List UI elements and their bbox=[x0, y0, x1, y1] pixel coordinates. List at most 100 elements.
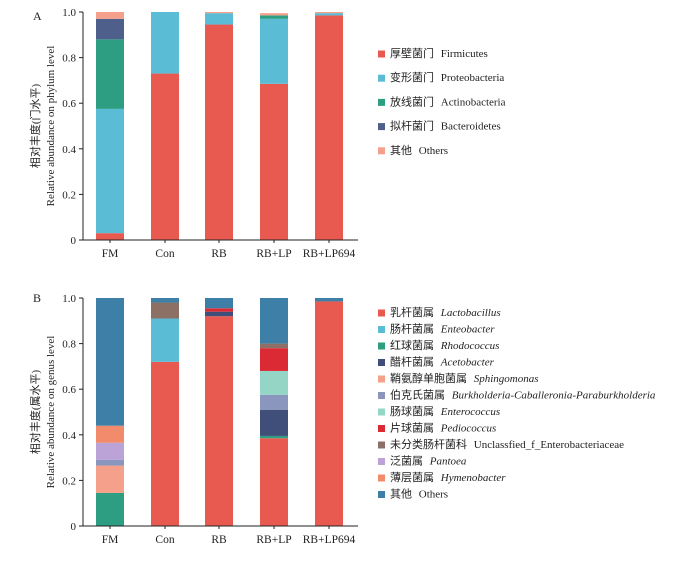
legend-label-unclassfied-f-enterobacteriaceae: 未分类肠杆菌科 Unclassfied_f_Enterobacteriaceae bbox=[390, 437, 624, 451]
legend-label-enterococcus: 肠球菌属 Enterococcus bbox=[390, 404, 500, 418]
chart-panel-a: A 0 0.2 0.4 0.6 0.8 1.0 FM Con RB RB+LP RB+LP694 相对丰… bbox=[28, 7, 506, 260]
bar-segment-firmicutes-rb-lp bbox=[260, 83, 288, 240]
bar-segment-others-fm bbox=[96, 12, 124, 19]
legend-label-enteobacter: 肠杆菌属 Enteobacter bbox=[390, 322, 495, 336]
legend-swatch-sphingomonas bbox=[378, 375, 385, 383]
x-tick-label-rb-lp: RB+LP bbox=[256, 248, 291, 260]
x-tick-label-fm: FM bbox=[102, 248, 119, 260]
x-tick-label-rb-lp: RB+LP bbox=[256, 534, 291, 546]
bar-segment-unclassfied-f-enterobacteriaceae-rb-lp bbox=[260, 343, 288, 349]
y-tick-label: 0.6 bbox=[62, 98, 76, 110]
bar-segment-proteobacteria-rb-lp694 bbox=[315, 13, 343, 16]
bar-segment-proteobacteria-fm bbox=[96, 108, 124, 234]
legend-swatch-firmicutes bbox=[378, 50, 385, 58]
legend-label-acetobacter: 醋杆菌属 Acetobacter bbox=[390, 355, 495, 369]
bar-segment-acetobacter-rb-lp bbox=[260, 409, 288, 436]
legend-swatch-acetobacter bbox=[378, 359, 385, 366]
legend-swatch-rhodococcus bbox=[378, 342, 385, 350]
bar-segment-rhodococcus-fm bbox=[96, 492, 124, 526]
bar-segment-firmicutes-con bbox=[151, 73, 179, 240]
bar-segment-pediococcus-rb-lp bbox=[260, 348, 288, 371]
legend-label-proteobacteria: 变形菌门 Proteobacteria bbox=[390, 70, 504, 84]
y-tick-label: 1.0 bbox=[62, 7, 76, 19]
legend: 乳杆菌属 Lactobacillus 肠杆菌属 Enteobacter 红球菌属 R… bbox=[378, 305, 656, 501]
legend-swatch-bacteroidetes bbox=[378, 123, 385, 131]
bar-segment-proteobacteria-con bbox=[151, 12, 179, 74]
legend-swatch-pantoea bbox=[378, 458, 385, 465]
bar-segment-firmicutes-rb bbox=[205, 24, 233, 240]
bar-segment-unclassfied-f-enterobacteriaceae-con bbox=[151, 302, 179, 319]
y-axis-title-en: Relative abundance on genus level bbox=[45, 336, 57, 489]
bar-segment-burkholderia-caballeronia-paraburkholderia-fm bbox=[96, 459, 124, 466]
bar-segment-pantoea-fm bbox=[96, 442, 124, 460]
bar-segment-lactobacillus-rb-lp694 bbox=[315, 301, 343, 526]
legend-swatch-burkholderia-caballeronia-paraburkholderia bbox=[378, 392, 385, 399]
legend-label-rhodococcus: 红球菌属 Rhodococcus bbox=[390, 338, 499, 352]
y-tick-label: 0.2 bbox=[62, 189, 76, 201]
legend-label-hymenobacter: 薄层菌属 Hymenobacter bbox=[390, 470, 506, 484]
bar-segment-firmicutes-fm bbox=[96, 233, 124, 240]
bar-segment-others-rb-lp bbox=[260, 13, 288, 16]
y-axis-title-cn: 相对丰度(门水平) bbox=[28, 84, 42, 169]
y-tick-label: 0.6 bbox=[62, 384, 76, 396]
bar-segment-others-rb bbox=[205, 12, 233, 14]
x-tick-label-fm: FM bbox=[102, 534, 119, 546]
legend-swatch-lactobacillus bbox=[378, 309, 385, 317]
bar-segment-sphingomonas-fm bbox=[96, 465, 124, 493]
legend-swatch-others bbox=[378, 491, 385, 498]
y-axis-title-en: Relative abundance on phylum level bbox=[45, 46, 57, 207]
legend-label-burkholderia-caballeronia-paraburkholderia: 伯克氏菌属 Burkholderia-Caballeronia-Paraburk… bbox=[390, 388, 656, 402]
legend-label-pediococcus: 片球菌属 Pediococcus bbox=[390, 421, 496, 435]
bar-segment-lactobacillus-rb bbox=[205, 316, 233, 526]
legend-label-lactobacillus: 乳杆菌属 Lactobacillus bbox=[390, 305, 501, 319]
bar-segment-pediococcus-rb bbox=[205, 308, 233, 312]
bar-segment-enterococcus-rb-lp bbox=[260, 370, 288, 395]
y-axis-title-cn: 相对丰度(属水平) bbox=[28, 370, 42, 455]
y-tick-label: 0.8 bbox=[62, 53, 76, 65]
legend-swatch-actinobacteria bbox=[378, 98, 385, 106]
bar-segment-firmicutes-rb-lp694 bbox=[315, 15, 343, 241]
x-tick-label-con: Con bbox=[155, 248, 174, 260]
legend-label-pantoea: 泛菌属 Pantoea bbox=[390, 455, 467, 468]
bar-segment-actinobacteria-rb-lp bbox=[260, 15, 288, 19]
y-tick-label: 0.4 bbox=[62, 144, 76, 156]
legend-label-actinobacteria: 放线菌门 Actinobacteria bbox=[390, 94, 506, 108]
x-tick-label-rb: RB bbox=[211, 534, 227, 546]
x-tick-label-rb-lp694: RB+LP694 bbox=[303, 248, 356, 260]
y-tick-label: 0.8 bbox=[62, 339, 76, 351]
legend-swatch-enteobacter bbox=[378, 326, 385, 333]
bar-segment-lactobacillus-con bbox=[151, 361, 179, 526]
bar-segment-acetobacter-rb bbox=[205, 311, 233, 317]
bar-segment-others-rb-lp bbox=[260, 298, 288, 344]
x-tick-label-con: Con bbox=[155, 534, 174, 546]
bar-segment-burkholderia-caballeronia-paraburkholderia-rb-lp bbox=[260, 394, 288, 410]
y-tick-label: 0.4 bbox=[62, 430, 76, 442]
legend-label-firmicutes: 厚壁菌门 Firmicutes bbox=[390, 46, 488, 60]
legend-label-bacteroidetes: 拟杆菌门 Bacteroidetes bbox=[390, 119, 501, 133]
bar-segment-lactobacillus-rb-lp bbox=[260, 438, 288, 526]
legend-swatch-enterococcus bbox=[378, 408, 385, 416]
bar-segment-others-rb bbox=[205, 298, 233, 309]
legend-label-others: 其他 Others bbox=[390, 488, 448, 501]
chart-panel-b: B 0 0.2 0.4 0.6 0.8 1.0 FM Con RB RB+LP RB+LP694 相对丰… bbox=[28, 291, 656, 546]
bar-segment-others-rb-lp694 bbox=[315, 298, 343, 302]
bar-segment-others-rb-lp694 bbox=[315, 12, 343, 14]
legend-swatch-others bbox=[378, 147, 385, 155]
legend-swatch-hymenobacter bbox=[378, 474, 385, 482]
bar-segment-actinobacteria-fm bbox=[96, 39, 124, 109]
x-tick-label-rb: RB bbox=[211, 248, 227, 260]
legend-swatch-unclassfied-f-enterobacteriaceae bbox=[378, 441, 385, 449]
legend-swatch-proteobacteria bbox=[378, 74, 385, 82]
bar-segment-bacteroidetes-fm bbox=[96, 18, 124, 40]
legend-label-others: 其他 Others bbox=[390, 144, 448, 157]
panel-label: B bbox=[33, 291, 41, 305]
bar-segment-proteobacteria-rb bbox=[205, 13, 233, 25]
legend: 厚壁菌门 Firmicutes 变形菌门 Proteobacteria 放线菌门 A… bbox=[378, 46, 506, 157]
bar-segment-others-con bbox=[151, 298, 179, 303]
bar-segment-others-fm bbox=[96, 298, 124, 426]
legend-label-sphingomonas: 鞘氨醇单胞菌属 Sphingomonas bbox=[390, 371, 539, 385]
bar-segment-proteobacteria-rb-lp bbox=[260, 18, 288, 84]
x-tick-label-rb-lp694: RB+LP694 bbox=[303, 534, 356, 546]
bar-segment-rhodococcus-rb-lp bbox=[260, 435, 288, 439]
